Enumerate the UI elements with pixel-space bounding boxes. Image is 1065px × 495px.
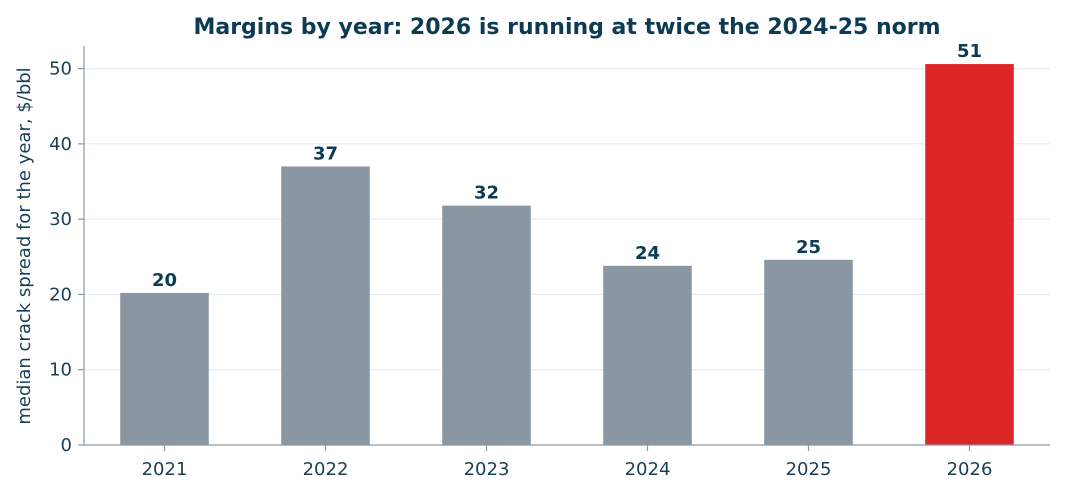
x-tick-label-2026: 2026 [947,459,993,480]
y-axis-label: median crack spread for the year, $/bbl [14,67,35,424]
y-tick-label-0: 0 [61,435,72,456]
data-labels: 20 37 32 24 25 51 [152,41,982,291]
data-label-2023: 32 [474,183,499,204]
y-tick-label-40: 40 [49,134,72,155]
data-label-2026: 51 [957,41,982,62]
y-tick-label-30: 30 [49,209,72,230]
bar-2022 [281,166,370,446]
x-axis-ticks: 2021 2022 2023 2024 2025 2026 [142,445,993,480]
data-label-2024: 24 [635,243,660,264]
x-tick-label-2024: 2024 [625,459,671,480]
bar-2023 [442,205,531,445]
bar-2025 [764,259,853,445]
x-tick-label-2022: 2022 [303,459,349,480]
x-tick-label-2021: 2021 [142,459,188,480]
bar-2026 [925,64,1014,445]
data-label-2021: 20 [152,270,177,291]
chart-title: Margins by year: 2026 is running at twic… [193,15,940,40]
x-tick-label-2025: 2025 [786,459,832,480]
gridlines [84,68,1050,371]
y-axis-ticks: 0 10 20 30 40 50 [49,59,84,456]
y-tick-label-20: 20 [49,284,72,305]
data-label-2025: 25 [796,237,821,258]
bar-2024 [603,265,692,445]
data-label-2022: 37 [313,143,338,164]
y-tick-label-50: 50 [49,59,72,80]
y-tick-label-10: 10 [49,360,72,381]
axes [83,46,1050,446]
bar-2021 [120,292,209,445]
x-tick-label-2023: 2023 [464,459,510,480]
bars [120,64,1014,446]
